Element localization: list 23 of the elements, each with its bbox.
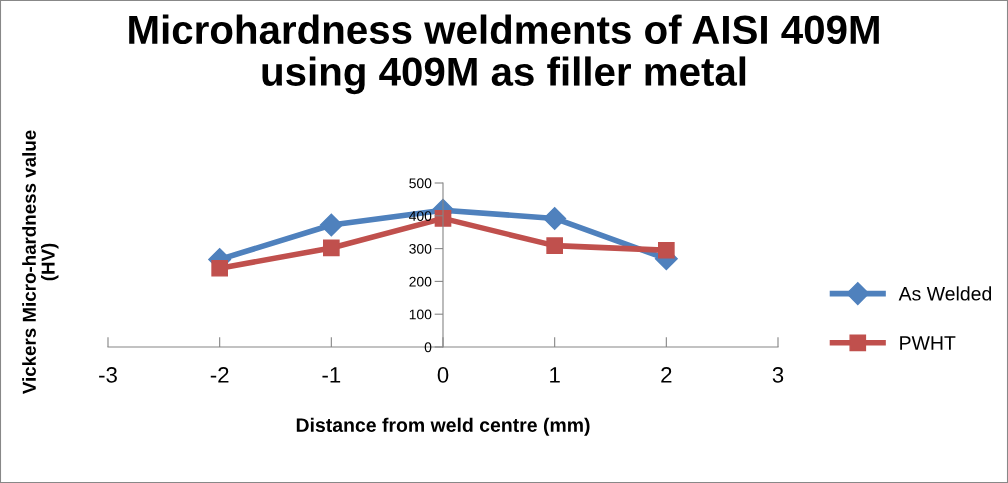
legend-label: PWHT: [900, 336, 956, 350]
point: [546, 237, 564, 254]
x-tick-label: -2: [210, 367, 229, 383]
y-tick-label: 200: [409, 276, 432, 287]
x-tick-label: 3: [772, 367, 784, 383]
x-axis-title: Distance from weld centre (mm): [296, 417, 590, 436]
y-tick-label: 300: [409, 243, 432, 254]
point: [543, 206, 567, 230]
y-tick-label: 100: [409, 309, 432, 320]
legend-label: As Welded: [898, 286, 992, 301]
x-tick-label: -3: [99, 367, 117, 383]
point: [657, 241, 675, 259]
y-axis-title: Vickers Micro-hardness value (HV): [22, 130, 59, 395]
x-tick-label: 2: [661, 367, 672, 383]
x-tick-label: 1: [550, 367, 560, 383]
x-tick-label: 0: [437, 367, 449, 383]
point: [322, 239, 340, 257]
chart-title: Microhardness weldments of AISI 409M using 409M as filler metal: [129, 14, 879, 95]
x-tick-label: -1: [322, 367, 341, 383]
point: [211, 259, 229, 277]
point: [319, 213, 343, 237]
y-tick-label: 500: [409, 178, 432, 189]
y-tick-label: 0: [424, 342, 432, 353]
